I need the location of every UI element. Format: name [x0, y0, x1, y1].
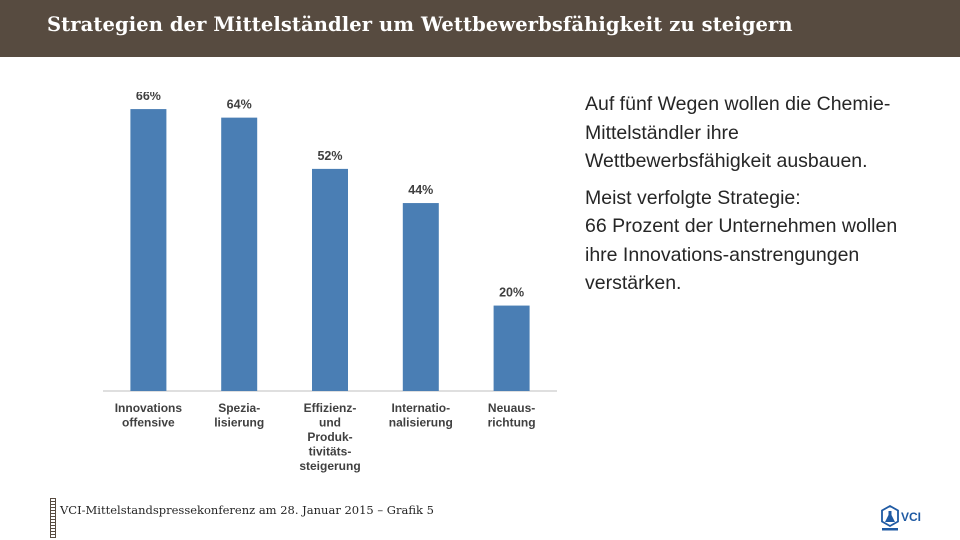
category-label-5: Neuaus-richtung — [488, 401, 536, 430]
title-bar: Strategien der Mittelständler um Wettbew… — [0, 0, 960, 57]
description-paragraph-2-body: 66 Prozent der Unternehmen wollen ihre I… — [585, 215, 898, 294]
description-text: Auf fünf Wegen wollen die Chemie-Mittels… — [585, 90, 925, 306]
data-label-3: 52% — [317, 149, 342, 163]
description-paragraph-2-heading: Meist verfolgte Strategie: — [585, 186, 801, 209]
data-label-4: 44% — [408, 183, 433, 197]
bar-2 — [221, 117, 258, 391]
category-label-2: Spezia-lisierung — [214, 401, 264, 430]
category-label-1: Innovations offensive — [115, 401, 183, 430]
data-label-2: 64% — [227, 98, 252, 112]
footer-text: VCI-Mittelstandspressekonferenz am 28. J… — [60, 503, 434, 517]
bar-chart: 66% Innovations offensive 64% Spezia-lisieru… — [103, 92, 557, 473]
data-label-1: 66% — [136, 92, 161, 103]
flask-hexagon-icon — [881, 504, 899, 531]
bar-3 — [312, 168, 348, 391]
bar-5 — [493, 305, 530, 391]
footer-accent-bar — [50, 498, 56, 538]
category-label-3: Effizienz-und Produk-tivitäts-steigerung — [299, 401, 360, 473]
category-label-4: Internatio-nalisierung — [389, 401, 453, 430]
page-title: Strategien der Mittelständler um Wettbew… — [47, 13, 793, 36]
description-paragraph-2: Meist verfolgte Strategie: 66 Prozent de… — [585, 184, 925, 298]
description-paragraph-1: Auf fünf Wegen wollen die Chemie-Mittels… — [585, 93, 891, 172]
vci-logo: VCI — [881, 504, 921, 531]
data-label-5: 20% — [499, 286, 524, 300]
logo-text: VCI — [901, 510, 921, 524]
bar-1 — [130, 109, 167, 391]
bar-4 — [402, 203, 439, 391]
